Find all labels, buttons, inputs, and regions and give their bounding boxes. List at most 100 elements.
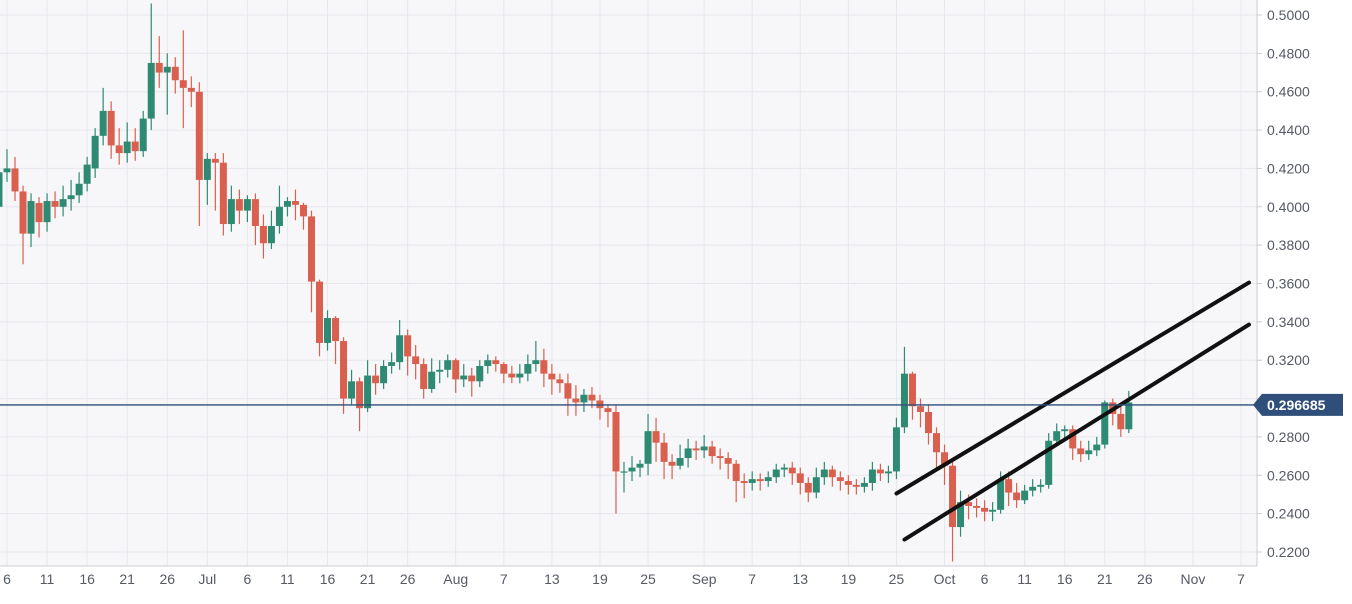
y-tick-label: 0.4000	[1267, 199, 1310, 215]
x-tick-label: 16	[1057, 571, 1073, 587]
x-tick-label: 19	[592, 571, 608, 587]
candle-body	[700, 446, 708, 451]
candle-body	[299, 204, 307, 217]
candle	[772, 463, 780, 483]
candle	[299, 202, 307, 230]
candle	[1101, 400, 1109, 449]
candle	[227, 185, 235, 232]
candle	[957, 490, 965, 537]
candle	[428, 358, 436, 393]
candle	[860, 477, 868, 493]
candle	[211, 153, 219, 211]
candle-body	[676, 458, 684, 466]
candle	[764, 471, 772, 487]
candle	[219, 153, 227, 236]
candle-body	[1085, 450, 1093, 455]
candle	[75, 172, 83, 203]
candle-body	[1037, 484, 1045, 487]
y-tick-label: 0.3600	[1267, 276, 1310, 292]
candle-body	[243, 199, 251, 211]
candle	[1077, 440, 1085, 462]
candle	[1021, 484, 1029, 505]
candle-body	[452, 360, 460, 380]
candle-body	[764, 477, 772, 482]
candle-body	[820, 469, 828, 478]
candle	[404, 329, 412, 376]
candle-body	[1101, 402, 1109, 445]
candle	[51, 191, 59, 219]
candle-body	[307, 216, 315, 282]
candle-body	[444, 360, 452, 370]
candle	[83, 156, 91, 192]
candle-body	[1061, 429, 1069, 432]
candle	[780, 463, 788, 478]
candle	[868, 461, 876, 491]
candle	[243, 195, 251, 223]
x-tick-label: 13	[792, 571, 808, 587]
candle-body	[732, 463, 740, 482]
candle	[11, 156, 19, 202]
y-tick-label: 0.2600	[1267, 467, 1310, 483]
candle	[492, 356, 500, 372]
candle	[924, 404, 932, 445]
x-tick-label: 21	[1097, 571, 1113, 587]
candle	[1037, 479, 1045, 493]
candle	[444, 354, 452, 378]
candle-body	[500, 364, 508, 374]
candle	[700, 435, 708, 459]
x-tick-label: 13	[544, 571, 560, 587]
candle	[652, 417, 660, 462]
candle	[388, 352, 396, 374]
candle-body	[933, 433, 941, 453]
y-tick-label: 0.3400	[1267, 314, 1310, 330]
candle	[460, 364, 468, 388]
candle-body	[973, 505, 981, 508]
candle-body	[1029, 486, 1037, 491]
candle-body	[155, 62, 163, 73]
candle	[476, 360, 484, 388]
candle-body	[668, 461, 676, 466]
candle	[1085, 440, 1093, 460]
candle	[620, 461, 628, 493]
candle	[372, 364, 380, 395]
candle	[283, 197, 291, 217]
candle-body	[981, 507, 989, 512]
candle	[572, 385, 580, 416]
candle-body	[332, 318, 340, 342]
candle-body	[716, 456, 724, 459]
candle-body	[564, 383, 572, 399]
candle-body	[548, 373, 556, 380]
candle	[195, 82, 203, 226]
trend-channel	[894, 280, 1252, 542]
candle	[420, 358, 428, 399]
candle	[316, 279, 324, 357]
candle-body	[492, 360, 500, 365]
y-tick-label: 0.2400	[1267, 506, 1310, 522]
candle-body	[396, 335, 404, 363]
candle	[324, 310, 332, 351]
candle	[604, 404, 612, 428]
candle-body	[692, 448, 700, 451]
candle-body	[364, 375, 372, 409]
candle	[612, 404, 620, 514]
candle-body	[1045, 440, 1053, 485]
channel-line	[894, 280, 1252, 496]
candle-body	[259, 225, 267, 244]
x-tick-label: 26	[400, 571, 416, 587]
candle	[804, 477, 812, 503]
candle-body	[748, 479, 756, 483]
candle-body	[957, 502, 965, 528]
candle-body	[83, 164, 91, 184]
candle-body	[949, 465, 957, 528]
candle	[19, 185, 27, 265]
candle	[933, 427, 941, 470]
candle	[155, 36, 163, 88]
x-tick-label: Aug	[443, 571, 468, 587]
candle	[580, 388, 588, 412]
candle-body	[171, 66, 179, 81]
price-tag-shape	[1253, 393, 1343, 416]
candle	[1093, 436, 1101, 457]
candle-body	[460, 375, 468, 380]
candle	[684, 438, 692, 468]
